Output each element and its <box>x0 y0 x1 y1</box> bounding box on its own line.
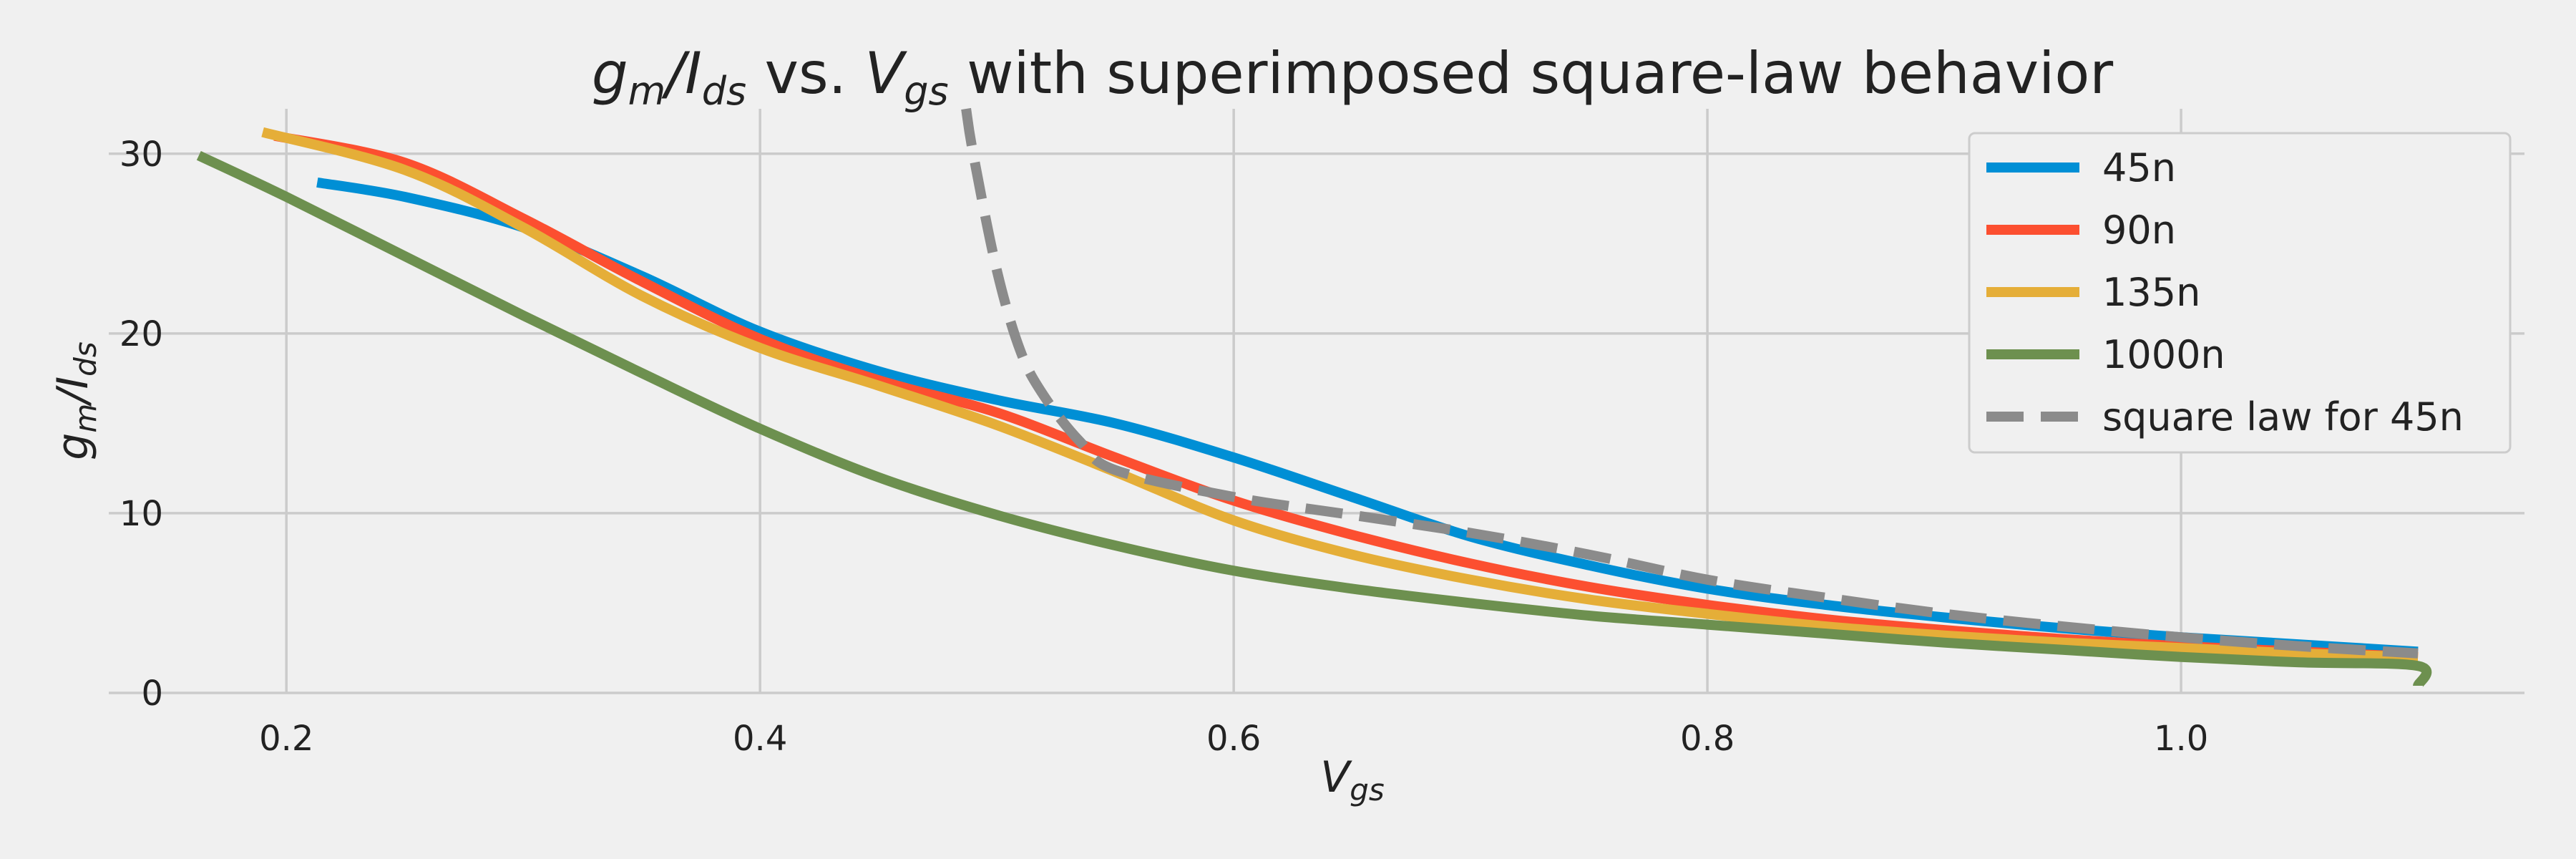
x-tick-label: 0.8 <box>1680 719 1735 759</box>
legend: 45n 90n 135n 1000n square law for 45n <box>1968 132 2512 454</box>
legend-label: square law for 45n <box>2102 394 2464 440</box>
x-tick-label: 0.6 <box>1206 719 1261 759</box>
x-tick-label: 0.2 <box>259 719 313 759</box>
series-line-135n <box>261 127 2419 662</box>
series-lines <box>196 107 2432 688</box>
y-tick-label: 10 <box>119 494 163 534</box>
y-tick-label: 0 <box>141 674 163 714</box>
y-tick-label: 20 <box>119 314 163 354</box>
x-tick-label: 0.4 <box>733 719 787 759</box>
series-line-square-law-for-45n <box>961 107 2419 659</box>
chart-title: gm/Ids vs. Vgs with superimposed square-… <box>592 40 2113 114</box>
series-line-1000n <box>196 150 2432 688</box>
x-axis-title: Vgs <box>1320 752 1385 807</box>
x-tick-label: 1.0 <box>2154 719 2208 759</box>
legend-label: 135n <box>2102 270 2200 315</box>
legend-label: 1000n <box>2102 332 2225 377</box>
y-tick-label: 30 <box>119 135 163 175</box>
y-axis-title: gm/Ids <box>48 341 103 460</box>
legend-frame <box>1968 132 2512 454</box>
x-tick-labels: 0.2 0.4 0.6 0.8 1.0 <box>259 719 2208 759</box>
y-tick-labels: 0 10 20 30 <box>119 135 163 714</box>
legend-label: 45n <box>2102 145 2176 190</box>
legend-label: 90n <box>2102 208 2176 253</box>
